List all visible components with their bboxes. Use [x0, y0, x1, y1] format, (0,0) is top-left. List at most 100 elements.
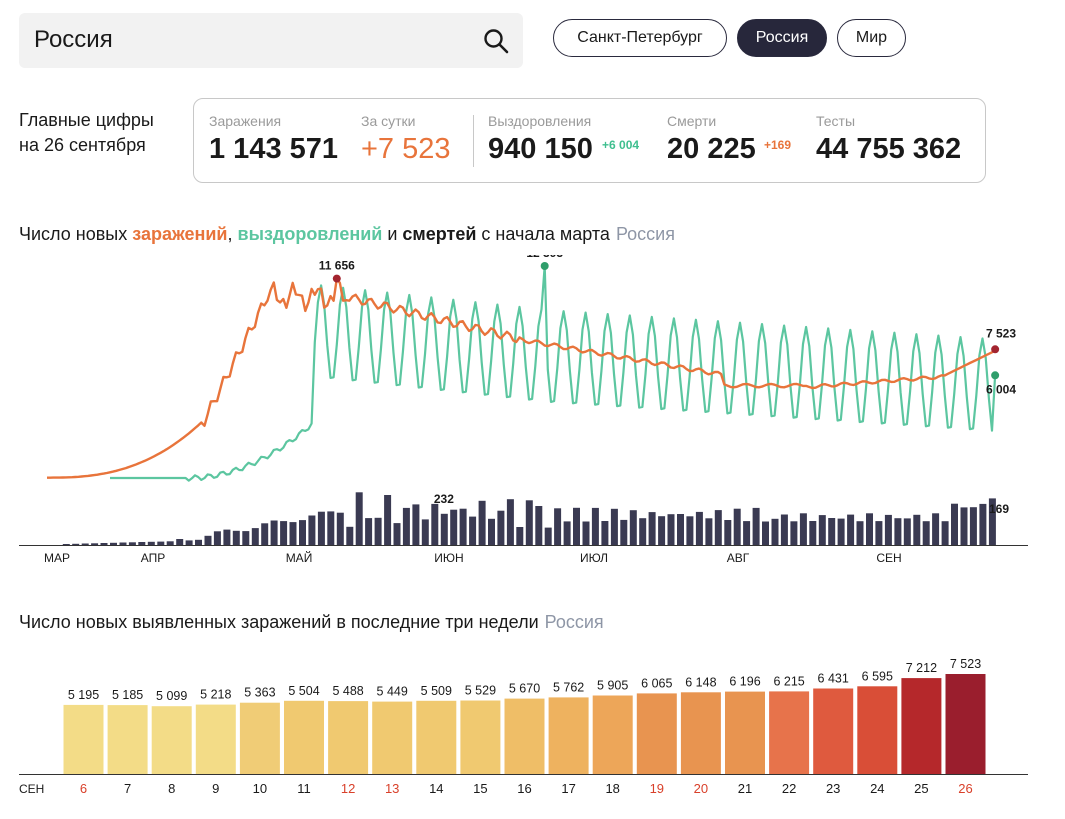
- day-tick-label: 26: [958, 781, 972, 796]
- death-bar: [421, 519, 429, 545]
- summary-title: Главные цифры на 26 сентября: [19, 108, 154, 158]
- bar-value-label: 6 065: [641, 676, 672, 690]
- death-bar: [724, 520, 732, 545]
- death-bar: [223, 529, 231, 545]
- daily-bar: [901, 678, 942, 774]
- death-bar: [884, 514, 892, 545]
- death-bar: [516, 527, 524, 545]
- death-bar: [922, 521, 930, 545]
- recoveries-last-label: 6 004: [986, 382, 1016, 396]
- daily-bar: [725, 691, 765, 774]
- death-bar: [459, 508, 467, 545]
- death-bar: [941, 521, 949, 545]
- chart1-title-infections: заражений: [132, 224, 228, 244]
- chart1-title-text2: с начала марта: [476, 224, 610, 244]
- daily-bar: [284, 700, 324, 774]
- death-bar: [402, 507, 410, 545]
- day-tick-label: 20: [694, 781, 708, 796]
- daily-bar: [504, 698, 545, 774]
- death-bar: [355, 492, 363, 545]
- death-bar: [176, 539, 184, 545]
- death-bar: [336, 512, 344, 545]
- day-tick-label: 11: [297, 781, 311, 796]
- death-bar: [988, 498, 996, 545]
- daily-bar: [151, 706, 192, 774]
- daily-bar: [592, 695, 633, 774]
- tab-world[interactable]: Мир: [837, 19, 906, 57]
- search-box[interactable]: Россия: [19, 13, 523, 68]
- day-tick-label: 9: [212, 781, 219, 796]
- daily-bar: [416, 700, 457, 774]
- day-tick-label: 18: [605, 781, 619, 796]
- day-tick-label: 24: [870, 781, 884, 796]
- death-bar: [242, 531, 250, 545]
- death-bar: [374, 517, 382, 545]
- bar-value-label: 6 595: [862, 669, 893, 683]
- month-label: СЕН: [19, 782, 44, 796]
- stat-value: 44 755 362: [816, 133, 962, 165]
- chart1-title-deaths: смертей: [402, 224, 477, 244]
- stat-tests: Тесты 44 755 362: [816, 113, 961, 166]
- death-bar: [299, 520, 306, 545]
- day-tick-label: 6: [80, 781, 87, 796]
- death-bar: [771, 518, 779, 545]
- bar-value-label: 5 905: [597, 679, 628, 693]
- stat-value: 940 150: [488, 133, 593, 165]
- daily-bar: [239, 702, 280, 774]
- tab-russia[interactable]: Россия: [737, 19, 827, 57]
- deaths-peak-label: 232: [434, 492, 454, 506]
- death-bar: [147, 541, 155, 545]
- stat-label: Выздоровления: [488, 113, 592, 129]
- death-bar: [393, 523, 401, 545]
- bar-value-label: 5 529: [465, 684, 496, 698]
- death-bar: [969, 507, 977, 545]
- death-bar: [866, 513, 873, 545]
- search-icon[interactable]: [483, 28, 509, 54]
- death-bar: [847, 514, 855, 545]
- daily-bar: [195, 704, 236, 774]
- month-tick-label: МАР: [44, 551, 70, 565]
- bar-value-label: 6 148: [685, 675, 716, 689]
- bar-value-label: 5 099: [156, 689, 187, 703]
- tab-spb[interactable]: Санкт-Петербург: [553, 19, 727, 57]
- summary-title-line2: на 26 сентября: [19, 135, 146, 155]
- death-bar: [289, 522, 297, 545]
- death-bar: [62, 544, 70, 545]
- death-bar: [157, 541, 165, 545]
- infections-peak-label: 11 656: [319, 259, 355, 273]
- death-bar: [497, 510, 505, 545]
- death-bar: [128, 542, 136, 545]
- death-bar: [903, 518, 911, 545]
- death-bar: [544, 527, 552, 545]
- death-bar: [412, 504, 420, 545]
- death-bar: [91, 543, 99, 545]
- day-tick-label: 21: [738, 781, 752, 796]
- death-bar: [440, 513, 448, 545]
- stat-value: 20 225: [667, 133, 756, 165]
- search-input[interactable]: Россия: [34, 26, 113, 53]
- stat-daily: За сутки +7 523: [361, 113, 451, 166]
- death-bar: [478, 500, 486, 545]
- death-bar: [620, 519, 628, 545]
- death-bar: [979, 503, 987, 545]
- daily-bar: [857, 686, 898, 774]
- stat-value: +7 523: [361, 133, 451, 165]
- stat-recoveries: Выздоровления 940 150: [488, 113, 593, 166]
- death-bar: [232, 530, 240, 545]
- chart2-title-text: Число новых выявленных заражений в после…: [19, 612, 539, 632]
- death-bar: [762, 521, 769, 545]
- month-tick-label: МАЙ: [286, 550, 313, 565]
- death-bar: [913, 514, 921, 545]
- death-bar: [658, 516, 666, 545]
- death-bar: [629, 510, 637, 545]
- death-bar: [525, 500, 533, 545]
- daily-bar: [63, 704, 104, 774]
- death-bar: [790, 521, 798, 545]
- death-bar: [384, 495, 392, 545]
- summary-title-line1: Главные цифры: [19, 110, 154, 130]
- death-bar: [809, 521, 817, 545]
- day-tick-label: 19: [650, 781, 664, 796]
- recoveries-peak-label: 12 393: [526, 255, 563, 260]
- death-bar: [185, 540, 193, 545]
- death-bar: [317, 511, 325, 545]
